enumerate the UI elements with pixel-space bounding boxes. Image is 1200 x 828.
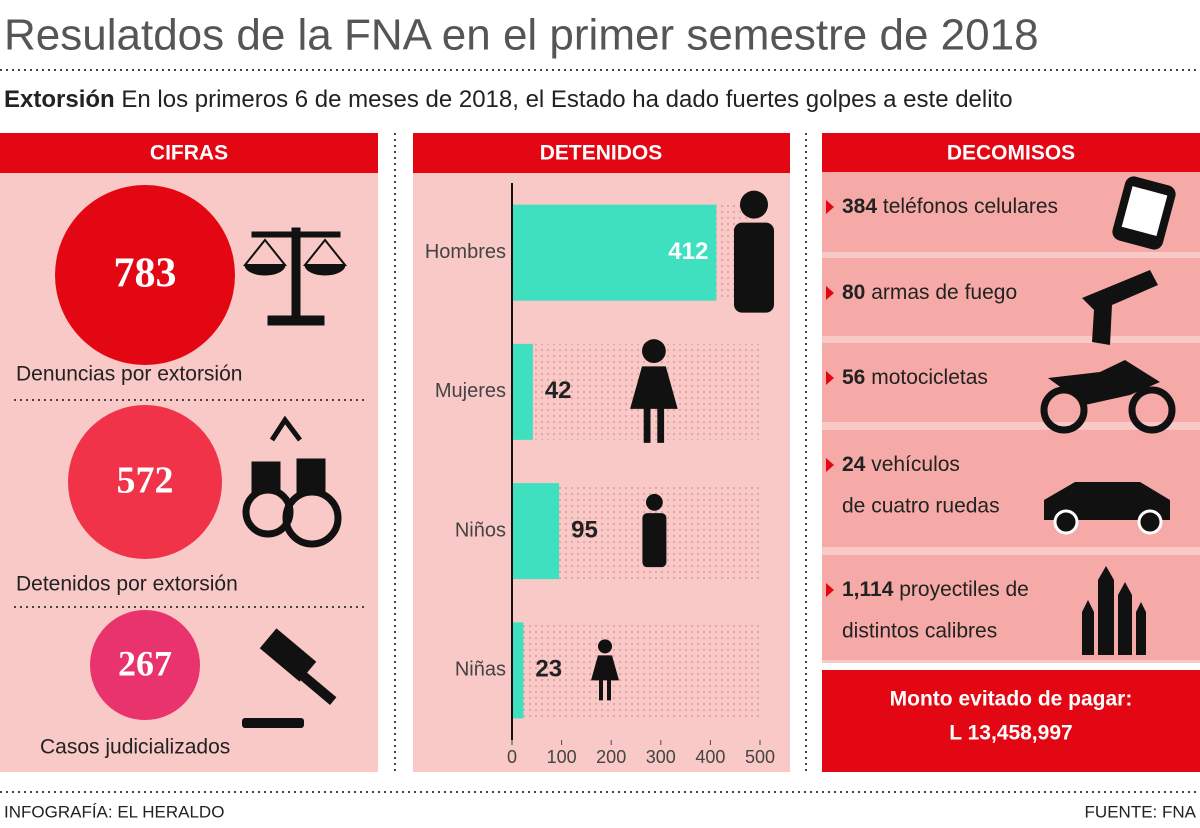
- circle: [55, 185, 235, 365]
- item-value: 24: [842, 453, 866, 476]
- person-icon: [642, 493, 667, 568]
- head: [646, 493, 663, 511]
- item-line: distintos calibres: [842, 620, 997, 643]
- item-arrow: [826, 286, 834, 300]
- x-tick-label: 0: [507, 747, 517, 767]
- person-icon: [630, 339, 678, 443]
- total-value: L 13,458,997: [949, 722, 1072, 745]
- subtitle: Extorsión En los primeros 6 de meses de …: [4, 86, 1013, 113]
- circle: [68, 405, 222, 559]
- item-value: 1,114: [842, 578, 894, 601]
- bar: [512, 622, 524, 719]
- item-arrow: [826, 200, 834, 214]
- handcuffs-icon: [242, 415, 342, 548]
- item-arrow: [826, 458, 834, 472]
- item-line: armas de fuego: [871, 281, 1017, 304]
- figure: 783: [114, 251, 177, 297]
- body: [642, 513, 667, 568]
- item-line: proyectiles de: [899, 578, 1029, 601]
- x-tick-label: 400: [695, 747, 725, 767]
- source: FUENTE: FNA: [1085, 802, 1197, 821]
- figure-label: Denuncias por extorsión: [16, 363, 242, 386]
- seizure-list: 384 teléfonos celulares 80 armas de fuego…: [822, 172, 1200, 660]
- item-line: vehículos: [871, 453, 960, 476]
- bar-track: [512, 622, 760, 719]
- bar: [512, 204, 717, 301]
- item-line: motocicletas: [871, 366, 988, 389]
- panel-title: DETENIDOS: [540, 142, 663, 165]
- panel-header: [413, 133, 790, 173]
- total-label: Monto evitado de pagar:: [890, 688, 1133, 711]
- panel-title: CIFRAS: [150, 142, 228, 165]
- item-value: 56: [842, 366, 865, 389]
- item-arrow: [826, 583, 834, 597]
- panel-title: DECOMISOS: [947, 142, 1075, 165]
- x-tick-label: 300: [646, 747, 676, 767]
- subtitle-text: En los primeros 6 de meses de 2018, el E…: [121, 86, 1012, 113]
- item-arrow: [826, 371, 834, 385]
- body: [591, 655, 619, 701]
- gavel-icon: [242, 628, 337, 728]
- item-text: 80 armas de fuego: [842, 281, 1017, 304]
- head: [740, 190, 768, 219]
- item-line: teléfonos celulares: [883, 195, 1058, 218]
- panel-header: [822, 133, 1200, 173]
- head: [598, 639, 612, 654]
- bar-chart: Hombres 412 Mujeres 42 Niños 95 Niñas 23 0 100 200…: [425, 183, 775, 767]
- item-text: 24 vehículos: [842, 453, 960, 476]
- head: [642, 339, 666, 363]
- panel-header: [0, 133, 378, 173]
- category-label: Hombres: [425, 241, 506, 263]
- person-icon: [734, 190, 774, 313]
- item-icons: [1040, 176, 1176, 655]
- figure: 572: [117, 460, 174, 502]
- figure: 267: [118, 643, 172, 683]
- item-text: 1,114 proyectiles de: [842, 578, 1029, 601]
- scale-icon: [242, 227, 348, 326]
- item-text: 384 teléfonos celulares: [842, 195, 1058, 218]
- value-label: 412: [668, 238, 708, 265]
- total-box: [822, 670, 1200, 772]
- value-label: 42: [545, 377, 572, 404]
- category-label: Niños: [455, 519, 506, 541]
- category-label: Mujeres: [435, 380, 506, 402]
- body: [734, 222, 774, 313]
- person-icon: [591, 639, 619, 701]
- item-value: 80: [842, 281, 865, 304]
- body: [630, 366, 678, 443]
- item-row: [822, 258, 1200, 336]
- item-value: 384: [842, 195, 877, 218]
- subtitle-bold: Extorsión: [4, 86, 115, 113]
- item-text: 56 motocicletas: [842, 366, 988, 389]
- title: Resulatdos de la FNA en el primer semest…: [4, 11, 1039, 60]
- credit: INFOGRAFÍA: EL HERALDO: [4, 802, 224, 821]
- bar: [512, 483, 560, 580]
- x-tick-label: 200: [596, 747, 626, 767]
- item-line: de cuatro ruedas: [842, 495, 1000, 518]
- figure-label: Casos judicializados: [40, 736, 230, 759]
- x-tick-label: 100: [547, 747, 577, 767]
- value-label: 23: [535, 656, 562, 683]
- bar: [512, 343, 533, 440]
- value-label: 95: [571, 516, 598, 543]
- figure-label: Detenidos por extorsión: [16, 573, 238, 596]
- circle: [90, 610, 200, 720]
- category-label: Niñas: [455, 659, 506, 681]
- x-tick-label: 500: [745, 747, 775, 767]
